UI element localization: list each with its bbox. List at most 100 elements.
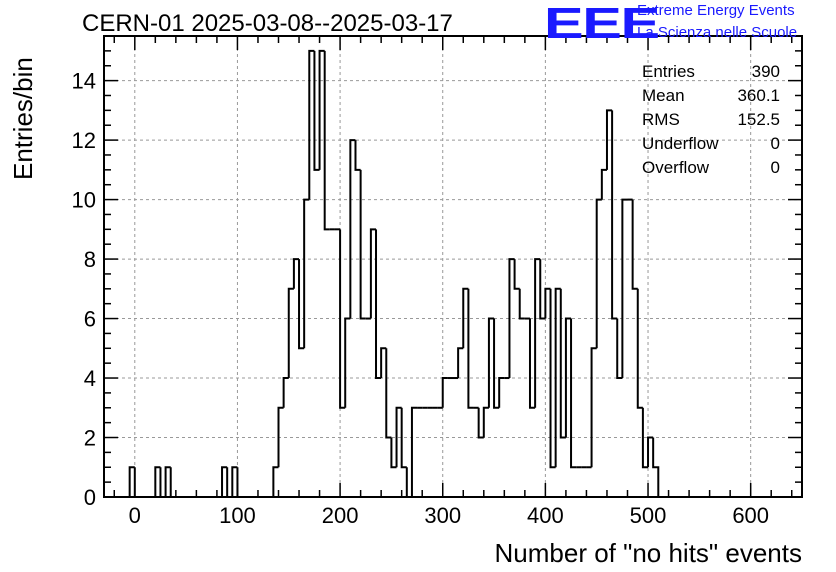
plot-border [103, 35, 803, 498]
histogram-bin [616, 318, 623, 380]
x-tick-label: 0 [129, 503, 141, 528]
logo-subtitle-1: Extreme Energy Events [637, 2, 795, 19]
statistics-box: Entries 390 Mean 360.1 RMS 152.5 Underflow 0… [642, 60, 780, 180]
grid-lines [104, 36, 802, 497]
histogram-bin [508, 258, 515, 379]
y-axis: 0 2 4 6 8 10 12 14 [72, 35, 802, 510]
stat-label: Overflow [642, 158, 710, 177]
y-tick-label: 0 [84, 485, 96, 510]
histogram-bin [513, 259, 520, 290]
histogram-bin [298, 259, 305, 350]
histogram-bin [292, 258, 300, 289]
stat-value: 360.1 [737, 86, 780, 105]
histogram-bin [487, 317, 495, 408]
eee-logo: EEE [544, 0, 660, 48]
histogram-bin [631, 199, 638, 290]
stat-label: Entries [642, 62, 695, 81]
histogram-bin [231, 466, 238, 497]
histogram-series [128, 49, 660, 498]
y-tick-label: 12 [72, 128, 96, 153]
histogram-bin [544, 287, 551, 319]
stat-label: Mean [642, 86, 685, 105]
histogram-bin [493, 318, 500, 409]
histogram-bin [395, 406, 402, 468]
histogram-bin [652, 437, 660, 497]
y-tick-label: 10 [72, 188, 96, 213]
histogram-bin [467, 288, 474, 409]
y-tick-label: 4 [84, 366, 96, 391]
x-tick-label: 100 [219, 503, 256, 528]
histogram-bin [441, 377, 448, 408]
histogram-bin [313, 50, 320, 171]
stat-value: 0 [770, 158, 780, 177]
x-tick-label: 200 [322, 503, 359, 528]
histogram-bin [169, 467, 176, 498]
histogram-bin [349, 139, 356, 319]
histogram-bin [636, 288, 643, 409]
histogram-bin [344, 317, 351, 408]
histogram-bin [621, 198, 628, 379]
histogram-bin [277, 406, 284, 468]
histogram-bin [323, 50, 330, 231]
plot-frame [103, 35, 803, 498]
histogram-bin [308, 49, 315, 200]
histogram-bin [482, 406, 489, 438]
stat-label: RMS [642, 110, 680, 129]
histogram-bin [303, 198, 310, 349]
y-tick-label: 14 [72, 69, 96, 94]
y-axis-label: Entries/bin [8, 57, 38, 180]
stat-label: Underflow [642, 134, 719, 153]
histogram-bin [369, 228, 377, 319]
histogram-bin [339, 229, 346, 409]
histogram-bin [559, 288, 566, 439]
histogram-bin [528, 318, 536, 409]
histogram-bin [390, 437, 397, 469]
x-tick-label: 300 [424, 503, 461, 528]
histogram-bin [236, 467, 243, 498]
stat-row-underflow: Underflow 0 [642, 132, 780, 156]
histogram-bin [611, 110, 618, 320]
histogram-bin [498, 377, 505, 408]
x-tick-label: 400 [527, 503, 564, 528]
stat-value: 152.5 [737, 110, 780, 129]
histogram-bin [133, 467, 140, 498]
x-axis: 0 100 200 300 400 500 600 [113, 36, 793, 528]
histogram-bin [605, 109, 613, 170]
histogram-bin [462, 287, 469, 349]
histogram-bin [385, 348, 392, 439]
histogram-bin [549, 288, 556, 469]
histogram-bin [354, 140, 361, 171]
histogram-bin [477, 407, 484, 439]
histogram-bin [287, 287, 294, 379]
histogram-bin [400, 407, 407, 469]
histogram-bin [282, 377, 289, 408]
histogram-bin [154, 466, 161, 497]
histogram-bin [164, 466, 171, 497]
stat-row-mean: Mean 360.1 [642, 84, 780, 108]
x-tick-label: 500 [630, 503, 667, 528]
histogram-bin [554, 287, 561, 468]
stat-row-entries: Entries 390 [642, 60, 780, 84]
histogram-bin [380, 347, 387, 379]
histogram-bin [534, 258, 541, 408]
histogram-bin [570, 318, 577, 469]
histogram-bin [318, 49, 325, 170]
y-tick-label: 8 [84, 247, 96, 272]
x-tick-label: 600 [732, 503, 769, 528]
logo-subtitle-2: La Scienza nelle Scuole [637, 24, 798, 41]
histogram-bin [272, 466, 279, 497]
stat-row-rms: RMS 152.5 [642, 108, 780, 132]
chart-title: CERN-01 2025-03-08--2025-03-17 [82, 10, 453, 37]
histogram-bin [410, 406, 418, 497]
histogram-bin [359, 169, 366, 320]
stat-row-overflow: Overflow 0 [642, 156, 780, 180]
histogram-bin [600, 168, 607, 200]
histogram-bin [647, 436, 654, 468]
histogram-bin [375, 229, 382, 380]
histogram-bin [595, 198, 602, 349]
histogram-bin [221, 466, 228, 497]
histogram-bin [590, 347, 597, 468]
histogram-bin [539, 259, 546, 320]
histogram-bin [641, 407, 649, 469]
histogram-bin [457, 347, 464, 379]
